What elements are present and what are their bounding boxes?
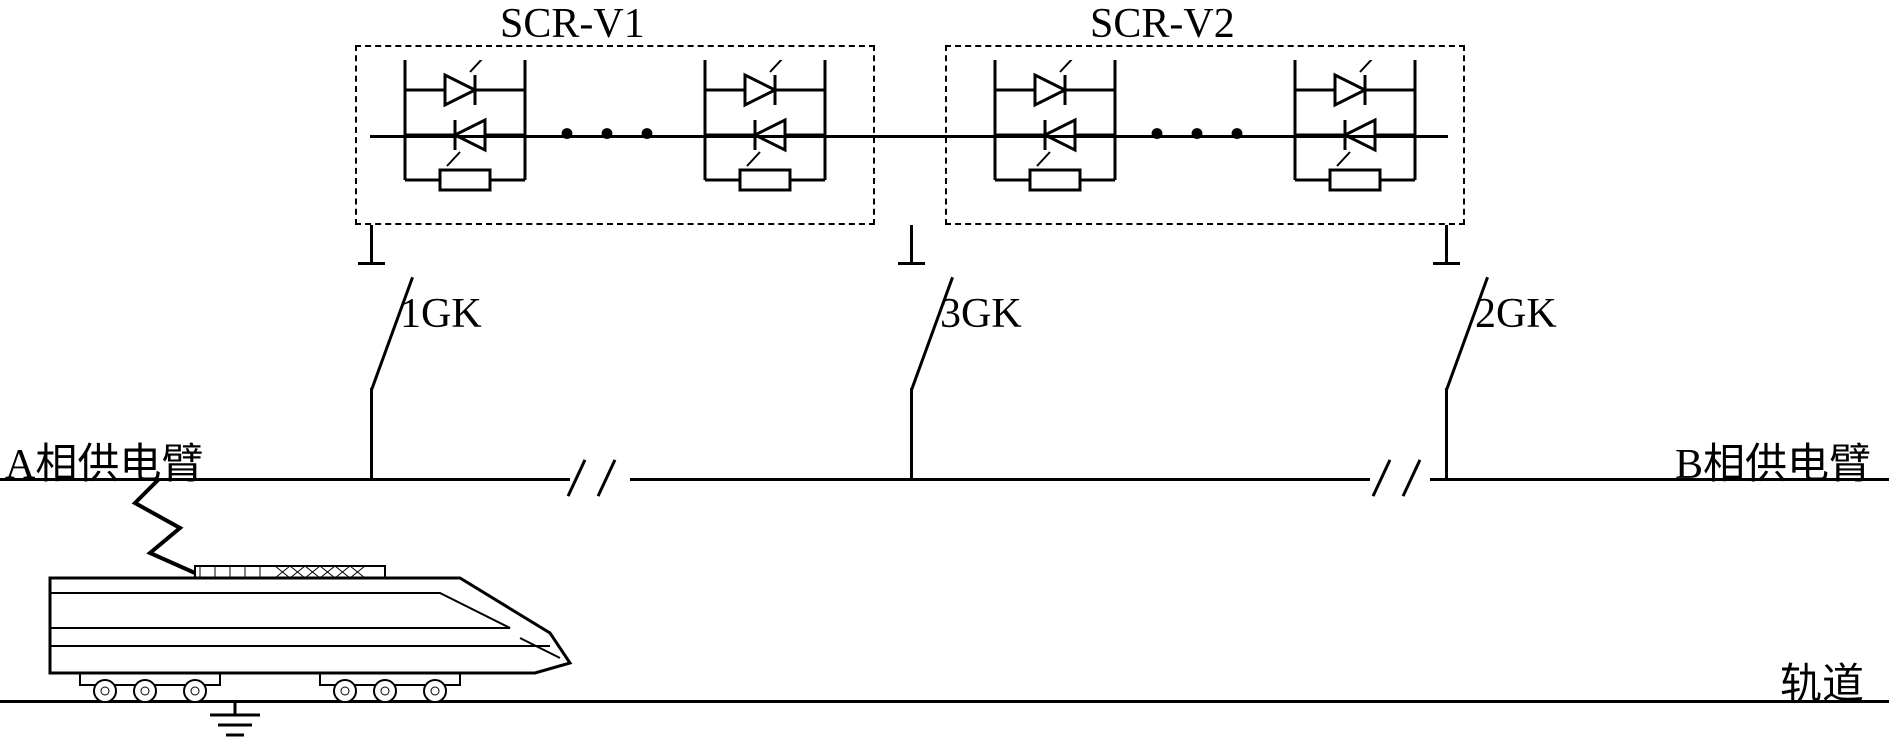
thyristor-module-v2-1 (985, 60, 1125, 210)
down-2gk (1445, 388, 1448, 480)
thyristor-module-v2-2 (1285, 60, 1425, 210)
track-label: 轨道 (1780, 650, 1864, 711)
gk2-label: 2GK (1475, 290, 1557, 338)
thyristor-module-v1-2 (695, 60, 835, 210)
down-3gk (910, 388, 913, 480)
gk1-label: 1GK (400, 290, 482, 338)
scr-v2-dots: • • • (1150, 110, 1252, 157)
arm-b-label: B相供电臂 (1675, 430, 1871, 491)
scr-v1-label: SCR-V1 (500, 0, 645, 48)
down-1gk (370, 388, 373, 480)
scr-v2-label: SCR-V2 (1090, 0, 1235, 48)
catenary-neutral (630, 478, 1370, 481)
train-icon (40, 478, 600, 703)
tick-3gk (898, 262, 925, 265)
gk3-label: 3GK (940, 290, 1022, 338)
thyristor-module-v1-1 (395, 60, 535, 210)
tick-2gk (1433, 262, 1460, 265)
drop-3gk (910, 225, 913, 265)
drop-1gk (370, 225, 373, 265)
tick-1gk (358, 262, 385, 265)
scr-v1-dots: • • • (560, 110, 662, 157)
drop-2gk (1445, 225, 1448, 265)
ground-icon (205, 700, 265, 745)
